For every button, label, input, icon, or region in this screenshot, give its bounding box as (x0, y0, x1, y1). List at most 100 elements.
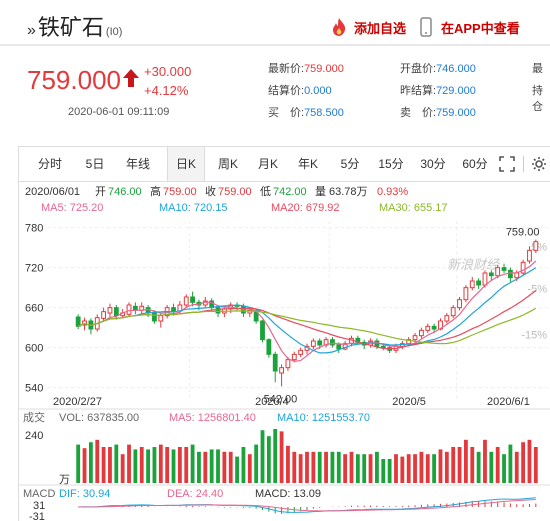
ohlc-close-label: 收 (205, 184, 216, 198)
ohlc-open-label: 开 (95, 186, 106, 198)
quote-settle: 结算价:0.000 (268, 85, 332, 97)
tab-30min[interactable]: 30分 (420, 157, 446, 171)
date-tick: 2020/6/1 (487, 396, 530, 408)
volume-bar (247, 454, 252, 483)
candle-body (495, 267, 501, 277)
volume-bar (165, 447, 170, 483)
volume-ma5: MA5: 1256801.40 (169, 412, 256, 424)
quote-cut-2: 持仓 (532, 85, 543, 113)
tab-5day[interactable]: 5日 (85, 157, 105, 171)
candle-body (298, 349, 304, 355)
volume-bar (514, 451, 519, 483)
volume-bar (235, 456, 239, 483)
percent-axis: 5%-5%-15% (521, 241, 547, 341)
volume-bar (197, 451, 201, 483)
volume-bar (432, 454, 437, 483)
macd-axis-top: 31 (33, 500, 45, 512)
candle-body (310, 340, 316, 347)
ma5-line (77, 260, 537, 363)
add-favorite-link[interactable]: 添加自选 (354, 21, 407, 36)
date-axis: 2020/2/27 2020/4 2020/5 2020/6/1 (53, 396, 530, 408)
volume-bar (190, 444, 195, 483)
quote-prev-settle: 昨结算:729.000 (400, 85, 476, 97)
volume-bar (317, 451, 322, 483)
volume-bar (444, 451, 449, 483)
dea-line (78, 499, 536, 512)
volume-bar (254, 444, 259, 483)
ohlc-vol-label: 量 (315, 185, 326, 198)
macd-chart (78, 497, 537, 514)
volume-bar (222, 451, 227, 483)
tab-monthly-k[interactable]: 月K (257, 157, 278, 171)
volume-bar (419, 451, 424, 483)
volume-bar (368, 454, 373, 483)
candle-body (412, 335, 418, 341)
fullscreen-icon[interactable] (499, 156, 515, 172)
volume-bar (76, 444, 81, 483)
ohlc-date: 2020/06/01 (25, 186, 80, 198)
candle-body (183, 296, 189, 306)
volume-bar (266, 436, 271, 483)
candle-body (126, 304, 132, 315)
candle-body (514, 272, 520, 279)
candle-body (82, 320, 87, 326)
settings-gear-icon[interactable] (531, 156, 547, 172)
volume-bar (489, 451, 494, 483)
ma20-legend: MA20: 679.92 (271, 202, 340, 214)
volume-bar (228, 451, 233, 483)
candle-body (190, 296, 195, 303)
candle-body (158, 315, 164, 322)
change-percent: +4.12% (144, 83, 189, 98)
candle-body (444, 315, 450, 322)
candle-body (266, 339, 272, 355)
tab-15min[interactable]: 15分 (378, 157, 404, 171)
candle-body (101, 311, 107, 319)
tab-year-line[interactable]: 年线 (125, 157, 150, 171)
volume-bar (184, 447, 189, 483)
timestamp: 2020-06-01 09:11:09 (68, 106, 170, 118)
volume-bar (88, 442, 93, 483)
candle-body (260, 320, 265, 341)
candle-body (469, 280, 475, 289)
price-axis: 780 720 660 600 540 (25, 223, 43, 395)
ohlc-low: 742.00 (273, 186, 307, 198)
volume-unit: 万 (59, 474, 70, 486)
volume-bar (209, 449, 214, 483)
candle-body (380, 345, 386, 349)
tab-yearly-k[interactable]: 年K (297, 157, 318, 171)
ma30-line (77, 307, 537, 345)
candle-body (533, 241, 539, 251)
kline-chart[interactable]: 2020/06/01 开 746.00 高 759.00 收 759.00 低 … (19, 181, 550, 521)
price-change: +30.000 +4.12% (144, 62, 191, 100)
volume-bar (521, 442, 526, 483)
date-tick: 2020/5 (392, 396, 426, 408)
price-tick: 600 (25, 343, 43, 355)
volume-bar (527, 439, 532, 483)
volume-value: VOL: 637835.00 (59, 412, 139, 424)
ma5-legend: MA5: 725.20 (41, 202, 103, 214)
fire-icon (333, 18, 346, 36)
volume-bar (381, 459, 386, 483)
tab-weekly-k[interactable]: 周K (217, 157, 238, 171)
candle-body (336, 344, 342, 350)
double-chevron-icon[interactable]: » (27, 22, 36, 39)
view-in-app-link[interactable]: 在APP中查看 (441, 21, 520, 36)
candle-body (476, 280, 482, 286)
tab-fenshi[interactable]: 分时 (37, 157, 62, 171)
tab-daily-k[interactable]: 日K (167, 147, 205, 181)
volume-bar (158, 444, 163, 483)
macd-dea: DEA: 24.40 (167, 488, 223, 500)
volume-bar (95, 439, 100, 483)
ohlc-high-label: 高 (150, 184, 161, 198)
macd-value: MACD: 13.09 (255, 488, 321, 500)
ohlc-pct: 0.93% (377, 186, 408, 198)
candle-body (171, 307, 176, 312)
tab-5min[interactable]: 5分 (340, 157, 360, 171)
high-annotation: 759.00 (506, 227, 540, 239)
volume-label: 成交 (23, 410, 45, 424)
tab-60min[interactable]: 60分 (462, 157, 488, 171)
volume-bar (127, 444, 131, 483)
ohlc-open: 746.00 (108, 186, 142, 198)
percent-tick: -5% (527, 283, 547, 295)
candle-body (285, 359, 291, 369)
